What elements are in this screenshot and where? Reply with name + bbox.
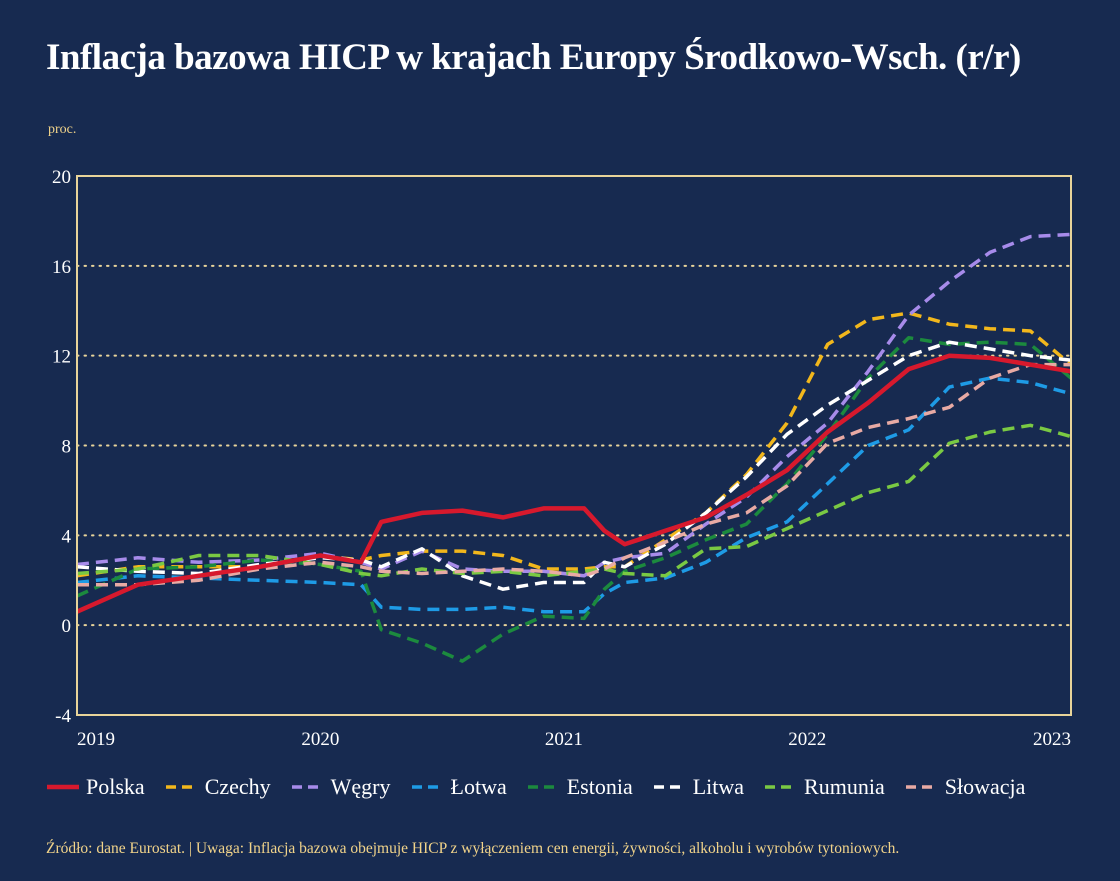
y-tick-label: 12 [52,347,71,368]
legend-label: Rumunia [804,774,885,799]
y-axis-unit-label: proc. [48,122,77,137]
legend-label: Czechy [204,774,271,799]
series-lines [76,232,1073,663]
legend-item-Estonia: Estonia [527,774,633,800]
legend-label: Węgry [330,774,391,799]
x-tick-label: 2020 [301,729,339,750]
legend-swatch [527,785,560,789]
legend-item-Czechy: Czechy [165,774,271,800]
x-tick-label: 2021 [545,729,583,750]
y-tick-label: 0 [62,616,72,637]
legend-swatch [653,785,686,789]
legend: Polska Czechy Węgry Łotwa Estonia Litwa Rumuni… [46,774,1045,800]
y-tick-label: 4 [62,526,72,547]
chart-title: Inflacja bazowa HICP w krajach Europy Śr… [46,37,1021,78]
series-line-Czechy [76,311,1073,578]
legend-item-Węgry: Węgry [291,774,391,800]
series-line-Łotwa [76,376,1072,614]
plot-frame [76,175,1072,716]
y-tick-label: 8 [62,437,72,458]
series-line-Litwa [76,340,1072,591]
legend-swatch [47,784,79,790]
series-line-Polska [76,353,1072,614]
legend-item-Polska: Polska [46,774,145,800]
legend-item-Słowacja: Słowacja [905,774,1026,800]
y-tick-labels: -4 0 4 8 12 16 20 [52,167,72,727]
legend-label: Słowacja [944,774,1026,799]
x-tick-label: 2019 [77,729,115,750]
series-line-Rumunia [76,423,1072,578]
legend-swatch [765,785,798,789]
series-line-Węgry [76,232,1072,578]
series-line-Słowacja [77,362,1071,587]
y-tick-label: 20 [52,167,71,188]
legend-swatch [411,785,444,789]
x-tick-labels: 2019 2020 2021 2022 2023 [77,729,1071,750]
x-tick-label: 2023 [1033,729,1071,750]
source-note: Źródło: dane Eurostat. | Uwaga: Inflacja… [46,840,900,857]
legend-label: Litwa [692,774,745,799]
grid-lines [76,264,1072,627]
legend-item-Rumunia: Rumunia [764,774,885,800]
y-tick-label: 16 [52,257,71,278]
line-chart: -4 0 4 8 12 16 20 2019 2020 2021 2022 2023 [52,167,1073,750]
legend-swatch [905,785,938,789]
legend-label: Polska [86,774,145,799]
legend-label: Łotwa [450,774,507,799]
x-tick-label: 2022 [788,729,826,750]
legend-item-Łotwa: Łotwa [411,774,507,800]
legend-label: Estonia [566,774,633,799]
legend-swatch [165,785,198,789]
y-tick-label: -4 [55,706,71,727]
legend-item-Litwa: Litwa [653,774,744,800]
series-line-Estonia [76,335,1073,663]
legend-swatch [291,785,324,789]
